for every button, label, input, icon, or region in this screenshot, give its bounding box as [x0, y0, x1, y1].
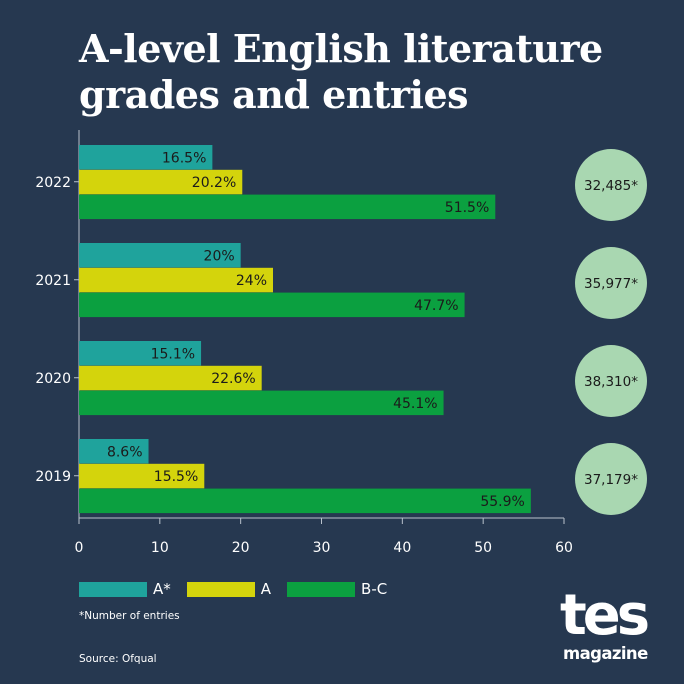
bar-2022-A*	[79, 145, 213, 170]
entries-label-2022: 32,485*	[584, 178, 638, 194]
footnote: *Number of entries	[79, 610, 180, 622]
bar-2021-A	[79, 267, 273, 293]
tes-magazine-logo: tes magazine	[560, 586, 652, 666]
legend-swatch-bc	[287, 581, 356, 597]
entries-label-2019: 37,179*	[584, 472, 638, 488]
bar-2021-B-C	[79, 292, 465, 318]
x-tick-label-0: 0	[75, 540, 84, 556]
source-note: Source: Ofqual	[79, 653, 157, 665]
entries-circle-2019	[575, 443, 647, 515]
bar-2021-A*	[79, 243, 241, 268]
bar-2020-A*	[79, 341, 202, 366]
bar-2019-B-C	[79, 488, 531, 514]
bar-2019-A*	[79, 439, 149, 464]
category-label-2022: 2022	[35, 175, 71, 191]
bar-2019-A	[79, 463, 205, 489]
entries-circle-2020	[575, 345, 647, 417]
bar-2022-B-C	[79, 194, 496, 220]
data-label-2020-A*: 15.1%	[151, 346, 195, 362]
data-label-2022-A: 20.2%	[192, 175, 236, 191]
data-label-2021-B-C: 47.7%	[414, 298, 458, 314]
category-label-2019: 2019	[35, 469, 71, 485]
legend-item-a: A	[186, 580, 272, 598]
logo-wordmark: tes	[560, 583, 650, 648]
bar-2020-B-C	[79, 390, 444, 416]
data-label-2022-A*: 16.5%	[162, 150, 206, 166]
bar-2022-A	[79, 169, 243, 195]
x-tick-label-50: 50	[474, 540, 492, 556]
x-tick-label-40: 40	[393, 540, 411, 556]
x-tick-label-20: 20	[232, 540, 250, 556]
entries-circle-2022	[575, 149, 647, 221]
entries-label-2020: 38,310*	[584, 374, 638, 390]
entries-circle-2021	[575, 247, 647, 319]
legend: A* A B-C	[79, 580, 403, 598]
legend-label-bc: B-C	[361, 580, 388, 598]
data-label-2020-A: 22.6%	[211, 371, 255, 387]
data-label-2019-A: 15.5%	[154, 469, 198, 485]
data-label-2020-B-C: 45.1%	[393, 396, 437, 412]
data-label-2022-B-C: 51.5%	[445, 200, 489, 216]
data-label-2019-B-C: 55.9%	[480, 494, 524, 510]
data-label-2019-A*: 8.6%	[107, 444, 143, 460]
x-tick-label-10: 10	[151, 540, 169, 556]
category-label-2020: 2020	[35, 371, 71, 387]
legend-item-bc: B-C	[287, 580, 387, 598]
entries-label-2021: 35,977*	[584, 276, 638, 292]
bar-2020-A	[79, 365, 262, 391]
x-tick-label-30: 30	[313, 540, 331, 556]
legend-item-astar: A*	[79, 580, 171, 598]
data-label-2021-A*: 20%	[204, 248, 235, 264]
legend-swatch-a	[186, 581, 255, 597]
category-label-2021: 2021	[35, 273, 71, 289]
legend-swatch-astar	[79, 581, 147, 597]
legend-label-a: A	[260, 580, 272, 598]
legend-label-astar: A*	[153, 580, 171, 598]
x-tick-label-60: 60	[555, 540, 573, 556]
logo-subtitle: magazine	[563, 644, 648, 663]
chart-title: A-level English literature grades and en…	[79, 26, 603, 117]
data-label-2021-A: 24%	[236, 273, 267, 289]
